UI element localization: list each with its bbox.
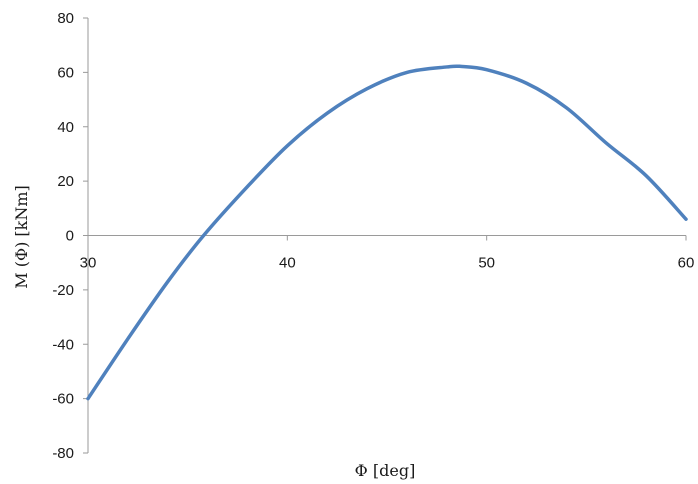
y-tick-label: -80: [52, 445, 74, 462]
x-tick-label: 30: [80, 255, 97, 272]
y-tick-label: 20: [57, 173, 74, 190]
x-tick-label: 40: [279, 255, 296, 272]
x-tick-label: 50: [478, 255, 495, 272]
y-tick-label: -60: [52, 391, 74, 408]
x-axis-title: Φ [deg]: [355, 461, 416, 480]
y-tick-label: 40: [57, 119, 74, 136]
y-tick-label: 0: [66, 228, 74, 245]
y-tick-label: -40: [52, 336, 74, 353]
x-tick-label: 60: [678, 255, 695, 272]
y-axis: -80 -60 -40 -20 0 20 40 60 80: [52, 10, 88, 462]
series-layer: [88, 66, 686, 399]
y-tick-label: 80: [57, 10, 74, 27]
x-axis: 30 40 50 60: [80, 236, 695, 272]
series-line: [88, 66, 686, 399]
y-tick-label: 60: [57, 64, 74, 81]
y-axis-title: M (Φ) [kNm]: [12, 185, 31, 289]
y-tick-label: -20: [52, 282, 74, 299]
